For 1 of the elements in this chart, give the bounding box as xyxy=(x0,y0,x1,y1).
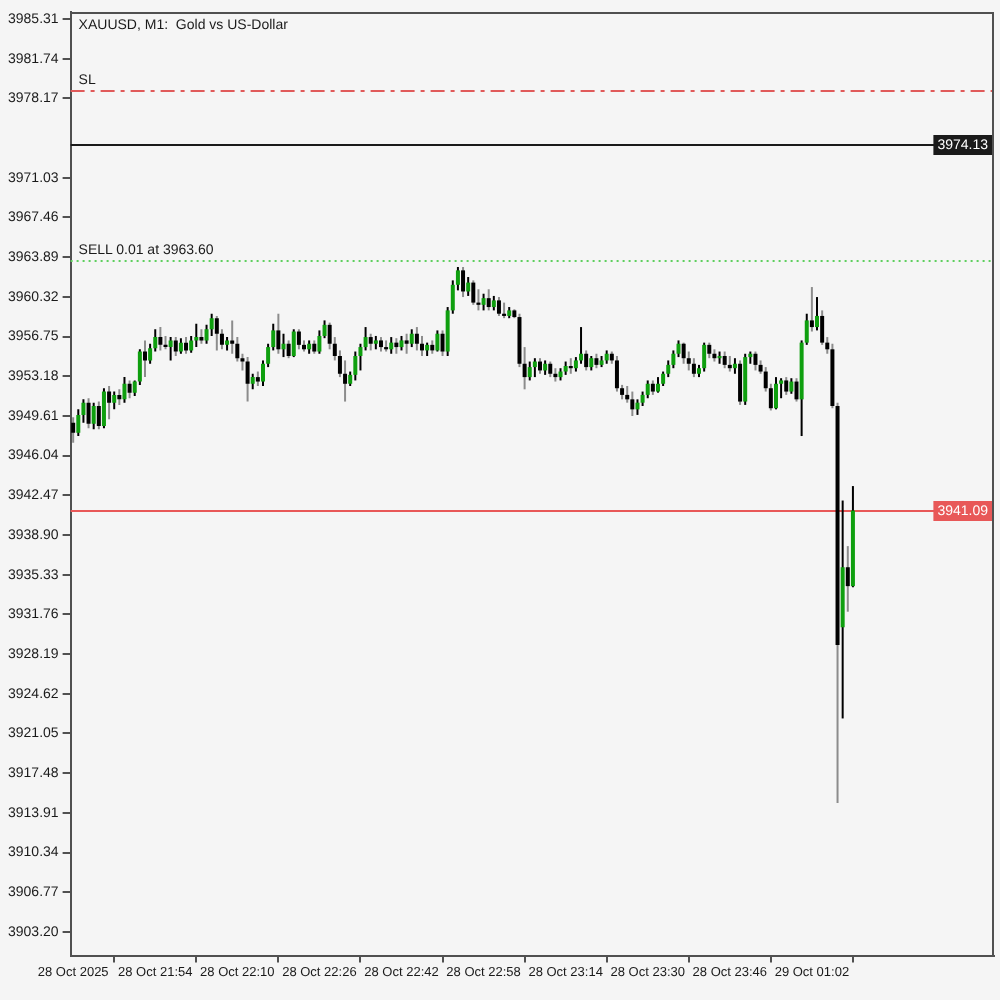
candlestick xyxy=(230,320,235,354)
